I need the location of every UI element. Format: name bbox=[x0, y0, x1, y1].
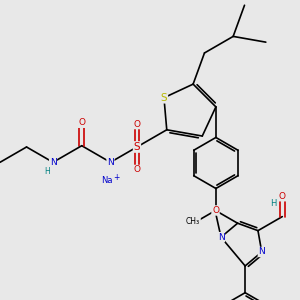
Text: O: O bbox=[134, 119, 140, 128]
Text: O: O bbox=[212, 206, 219, 215]
Text: CH₃: CH₃ bbox=[186, 218, 200, 226]
Text: H: H bbox=[270, 200, 277, 208]
Text: O: O bbox=[78, 118, 85, 127]
Text: Na: Na bbox=[101, 176, 112, 184]
Text: O: O bbox=[279, 192, 286, 201]
Text: N: N bbox=[258, 248, 265, 256]
Text: N: N bbox=[50, 158, 56, 167]
Text: N: N bbox=[218, 233, 224, 242]
Text: S: S bbox=[134, 142, 140, 152]
Text: O: O bbox=[134, 165, 140, 174]
Text: H: H bbox=[44, 167, 50, 176]
Text: N: N bbox=[107, 158, 114, 167]
Text: +: + bbox=[114, 173, 120, 182]
Text: S: S bbox=[160, 93, 167, 103]
